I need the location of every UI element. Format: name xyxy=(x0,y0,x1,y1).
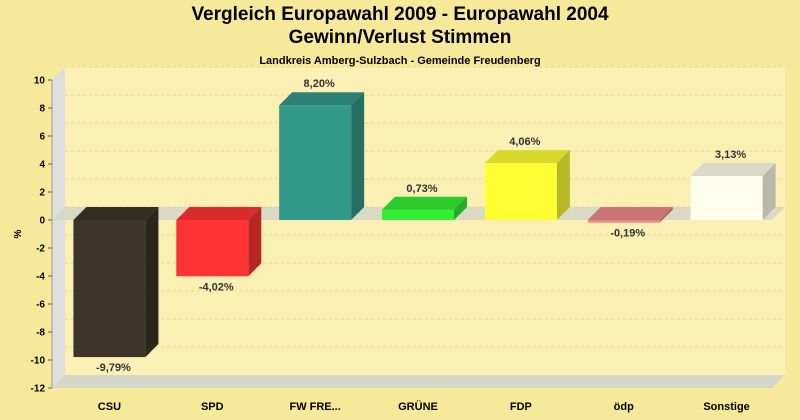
bar-side xyxy=(762,163,776,220)
bar-top xyxy=(176,207,262,220)
y-tick-label: -6 xyxy=(36,300,45,311)
bar-csu xyxy=(73,220,146,358)
y-axis-label: % xyxy=(13,229,24,238)
bar-top xyxy=(73,207,159,220)
x-tick-label: Sonstige xyxy=(703,401,749,413)
bar-side xyxy=(248,207,262,277)
chart-subtitle: Landkreis Amberg-Sulzbach - Gemeinde Fre… xyxy=(259,55,541,67)
y-tick-label: 4 xyxy=(39,160,45,171)
y-tick-label: 8 xyxy=(39,104,45,115)
bar-side xyxy=(659,207,673,223)
data-label: -4,02% xyxy=(199,281,234,293)
x-tick-label: CSU xyxy=(98,401,121,413)
plot-left-wall xyxy=(52,67,65,388)
bar-top xyxy=(690,163,776,177)
bar-top xyxy=(279,92,365,106)
bar-top xyxy=(382,196,467,210)
data-label: 3,13% xyxy=(715,149,746,161)
bar-sonstige xyxy=(690,176,763,220)
x-tick-label: GRÜNE xyxy=(398,400,438,413)
bar--dp xyxy=(587,220,660,223)
y-tick-label: -10 xyxy=(31,356,46,367)
plot-floor xyxy=(52,375,785,388)
bar-spd xyxy=(176,220,249,277)
bar-side xyxy=(556,150,570,220)
data-label: 0,73% xyxy=(406,183,437,195)
y-tick-label: 0 xyxy=(39,216,45,227)
y-tick-label: -12 xyxy=(31,384,46,395)
x-tick-label: FW FRE... xyxy=(289,401,340,413)
data-label: -9,79% xyxy=(96,362,131,374)
chart-title-line-1: Vergleich Europawahl 2009 - Europawahl 2… xyxy=(191,4,609,25)
x-tick-label: ödp xyxy=(614,401,634,413)
chart-title: Vergleich Europawahl 2009 - Europawahl 2… xyxy=(0,3,800,49)
bar-fdp xyxy=(484,163,557,220)
plot-back-wall xyxy=(65,67,785,375)
y-tick-label: -4 xyxy=(36,272,45,283)
bar-gr-ne xyxy=(382,209,454,220)
bar-fw-fre- xyxy=(279,105,352,220)
bar-top xyxy=(587,207,673,220)
bar-side xyxy=(351,92,365,220)
bar-side xyxy=(454,196,467,220)
x-tick-label: FDP xyxy=(510,401,532,413)
x-tick-label: SPD xyxy=(201,401,224,413)
y-tick-label: 6 xyxy=(39,132,45,143)
y-tick-label: -2 xyxy=(36,244,45,255)
chart-title-line-2: Gewinn/Verlust Stimmen xyxy=(288,27,512,48)
data-label: -0,19% xyxy=(610,228,645,240)
data-label: 4,06% xyxy=(509,136,540,148)
bar-top xyxy=(484,150,570,164)
y-tick-label: 2 xyxy=(39,188,45,199)
y-tick-label: -8 xyxy=(36,328,45,339)
bar-side xyxy=(145,207,159,358)
y-tick-label: 10 xyxy=(34,76,46,87)
data-label: 8,20% xyxy=(304,78,335,90)
